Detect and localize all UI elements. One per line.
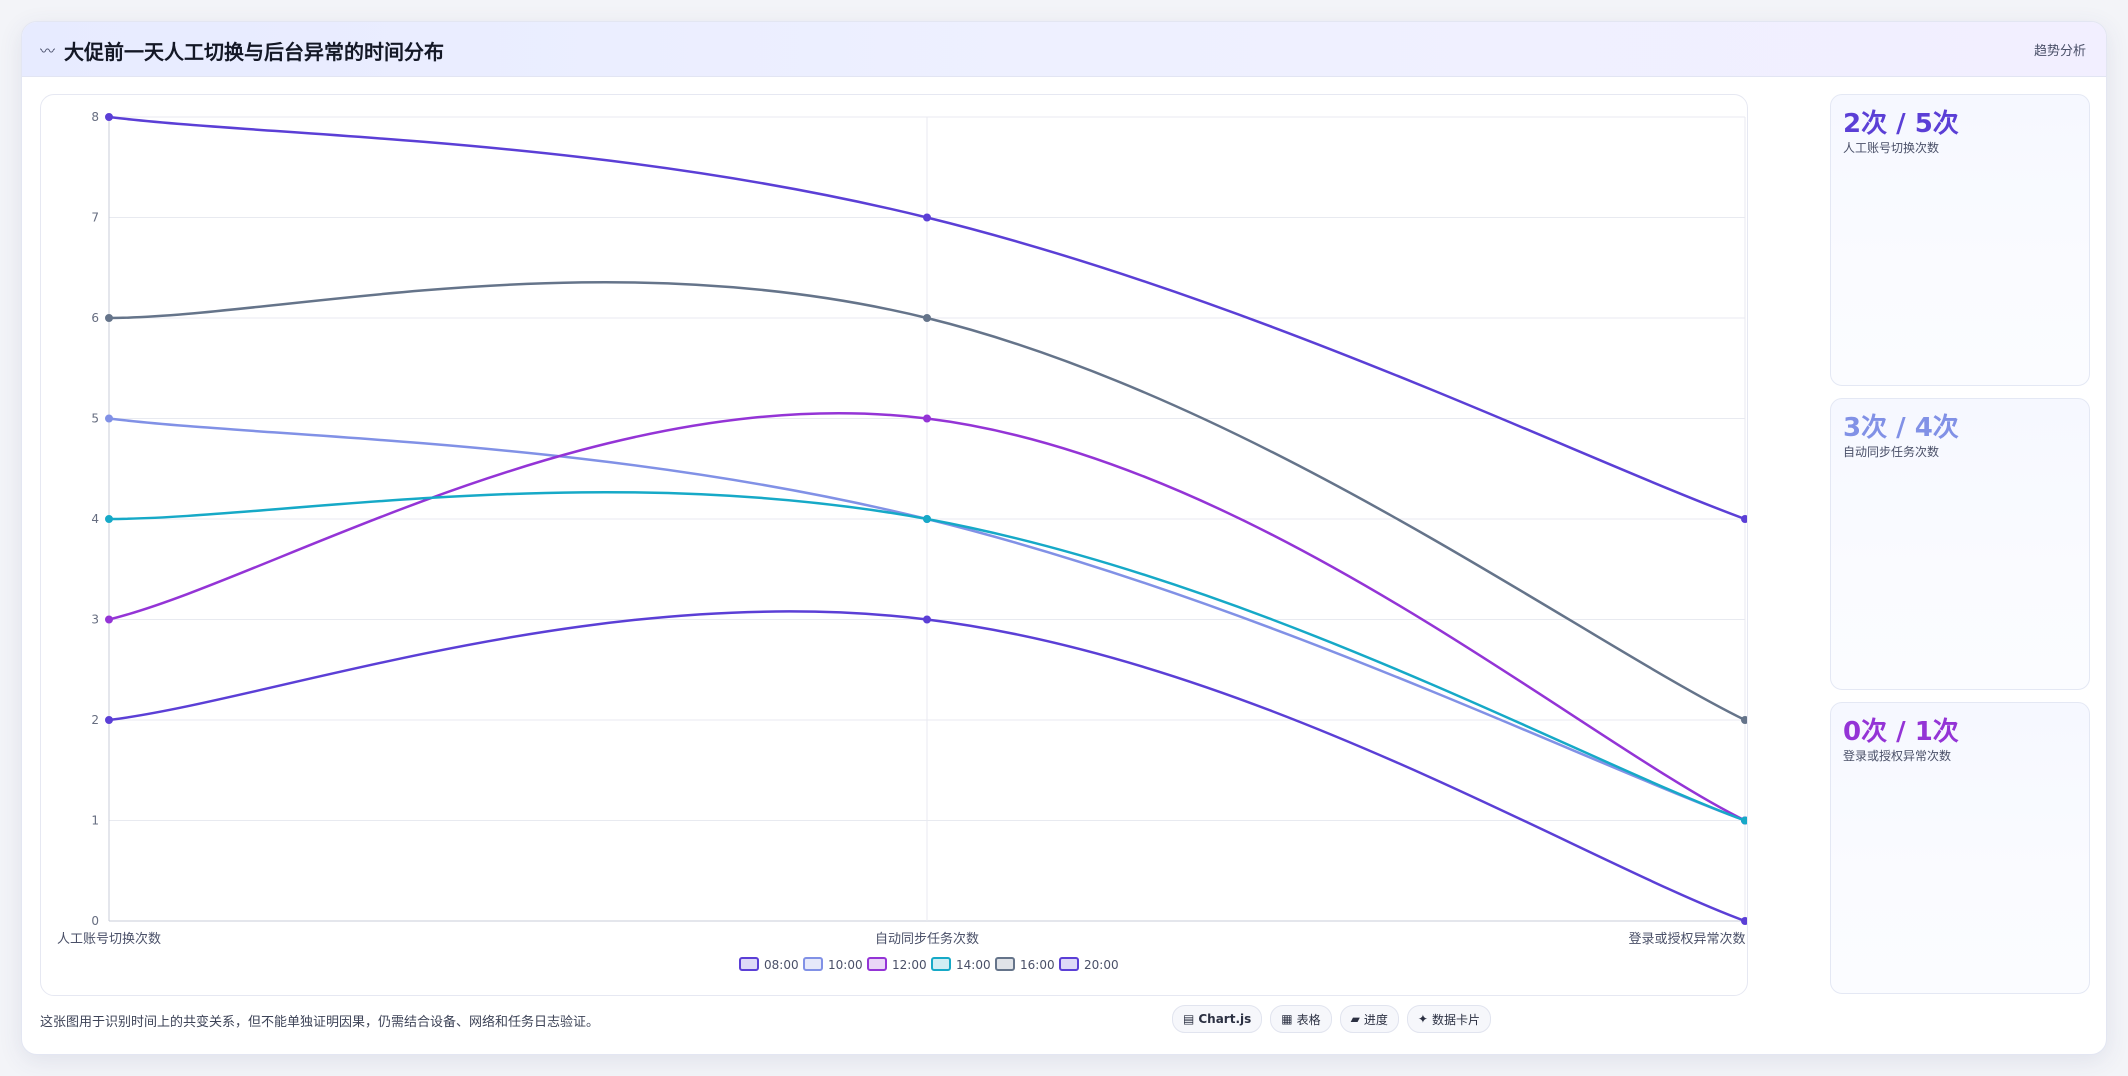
x-tick-label: 登录或授权异常次数 [1628,931,1745,947]
trend-analysis-label: 趋势分析 [2033,44,2086,59]
legend-swatch [739,957,759,971]
legend-label: 10:00 [828,958,863,972]
data-point [1741,816,1747,825]
legend-swatch [995,957,1015,971]
stat-value: 3次 / 4次 [1843,413,1959,443]
y-tick-label: 5 [91,412,99,426]
progress-icon: ▰ [1350,1012,1360,1026]
data-point [923,515,931,523]
table-icon: ▦ [1281,1012,1293,1026]
y-tick-label: 3 [91,613,99,627]
data-point [105,414,113,423]
legend-label: 12:00 [892,958,927,972]
button-label: 进度 [1363,1012,1388,1027]
line-chart: 0 1 2 3 4 5 6 7 8 人工账号切换次数 自动同步任务次数 登录或授权异常次数 08:00 1… [57,110,1747,972]
data-point [105,314,113,322]
stat-value: 2次 / 5次 [1843,109,1959,139]
y-tick-label: 0 [91,914,99,928]
footnote: 这张图用于识别时间上的共变关系，但不能单独证明因果，仍需结合设备、网络和任务日志… [40,1015,600,1030]
chartjs-view-button[interactable]: ▤ Chart.js [1172,1005,1263,1033]
data-point [105,615,113,624]
data-point [1741,917,1747,925]
data-point [923,414,931,423]
table-view-button[interactable]: ▦ 表格 [1270,1005,1332,1033]
page-title: 大促前一天人工切换与后台异常的时间分布 [64,40,444,64]
data-point [105,113,113,121]
data-point [923,615,931,624]
chart-card: 〰 大促前一天人工切换与后台异常的时间分布 趋势分析 0 1 2 3 4 5 6 7 8 人工账号… [21,21,2107,1055]
data-point [105,515,113,523]
y-tick-label: 6 [91,311,99,325]
stat-card-auto-sync: 3次 / 4次 自动同步任务次数 [1830,398,2090,690]
data-point [1741,716,1747,724]
legend-label: 20:00 [1084,958,1119,972]
stat-label: 自动同步任务次数 [1843,445,1940,459]
data-point [923,314,931,322]
data-point [1741,515,1747,523]
legend-label: 08:00 [764,958,799,972]
legend-label: 16:00 [1020,958,1055,972]
x-tick-label: 人工账号切换次数 [57,931,161,947]
stat-card-manual-switch: 2次 / 5次 人工账号切换次数 [1830,94,2090,386]
data-card-view-button[interactable]: ✦ 数据卡片 [1406,1005,1491,1033]
y-tick-label: 4 [91,512,99,526]
line-chart-panel: 0 1 2 3 4 5 6 7 8 人工账号切换次数 自动同步任务次数 登录或授权异常次数 08:00 1… [40,94,1748,996]
y-tick-label: 1 [91,814,99,828]
button-label: 表格 [1296,1012,1321,1027]
progress-view-button[interactable]: ▰ 进度 [1339,1005,1399,1033]
legend-swatch [931,957,951,971]
y-tick-label: 8 [91,110,99,124]
sparkle-icon: ✦ [1417,1012,1428,1026]
legend-swatch [867,957,887,971]
stat-card-login-error: 0次 / 1次 登录或授权异常次数 [1830,702,2090,994]
legend-label: 14:00 [956,958,991,972]
wave-icon: 〰 [40,42,56,60]
view-switcher: ▤ Chart.js ▦ 表格 ▰ 进度 ✦ 数据卡片 [1172,1005,1491,1033]
chart-icon: ▤ [1183,1012,1195,1026]
y-tick-label: 7 [91,211,99,225]
button-label: Chart.js [1198,1012,1252,1026]
legend-swatch [803,957,823,971]
data-point [105,716,113,724]
card-header: 〰 大促前一天人工切换与后台异常的时间分布 趋势分析 [22,22,2106,77]
x-tick-label: 自动同步任务次数 [875,931,979,947]
data-point [923,213,931,222]
stat-value: 0次 / 1次 [1843,717,1959,747]
button-label: 数据卡片 [1431,1012,1480,1027]
legend-swatch [1059,957,1079,971]
y-tick-label: 2 [91,713,99,727]
stat-label: 登录或授权异常次数 [1843,749,1952,763]
stat-label: 人工账号切换次数 [1843,141,1940,155]
